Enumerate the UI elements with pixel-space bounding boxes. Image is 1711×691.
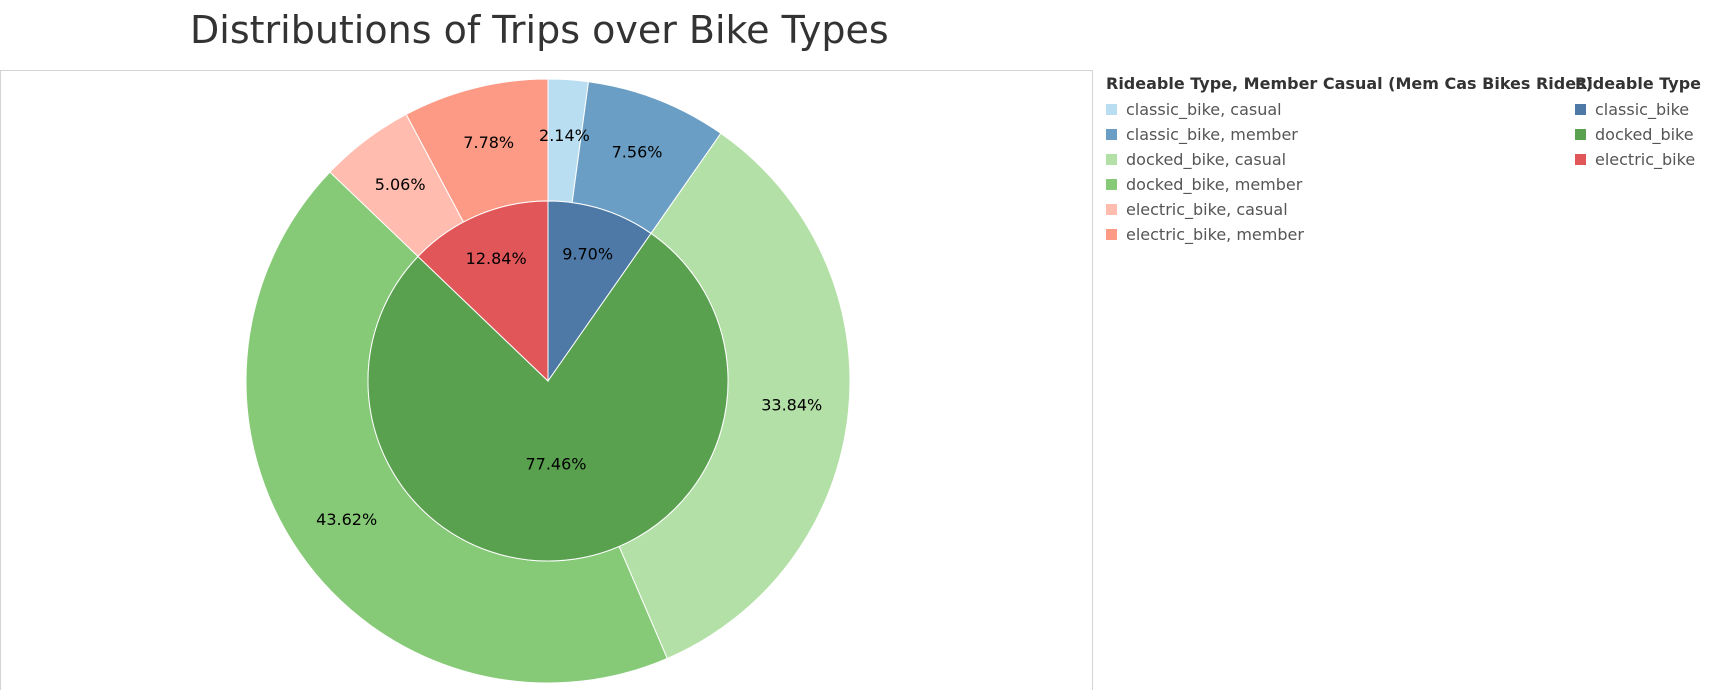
chart-title: Distributions of Trips over Bike Types [190,8,889,52]
outer-label-electric-bike-casual: 5.06% [375,175,426,194]
inner-slice-electric-bike[interactable] [417,200,549,383]
inner-label-electric-bike: 12.84% [466,249,527,268]
legend-swatch [1575,154,1586,165]
legend-title: Rideable Type, Member Casual (Mem Cas Bi… [1106,74,1593,93]
legend-label: docked_bike [1595,125,1694,144]
legend-swatch [1106,129,1117,140]
outer-label-classic-bike-member: 7.56% [612,142,663,161]
legend-item-docked-bike-casual[interactable]: docked_bike, casual [1106,147,1593,172]
chart-area: 2.14% 7.56% 33.84% 43.62% 5.06% 7.78% 9.70% 77.… [0,70,1093,690]
inner-pie [367,200,729,562]
slice-labels: 2.14% 7.56% 33.84% 43.62% 5.06% 7.78% 9.70% 77.… [316,126,822,529]
outer-label-docked-bike-casual: 33.84% [761,395,822,414]
inner-slice-classic-bike[interactable] [547,200,652,383]
legend-item-electric-bike[interactable]: electric_bike [1575,147,1701,172]
legend-item-classic-bike-casual[interactable]: classic_bike, casual [1106,97,1593,122]
outer-label-classic-bike-casual: 2.14% [539,126,590,145]
legend-label: electric_bike [1595,150,1696,169]
outer-label-docked-bike-member: 43.62% [316,510,377,529]
legend-item-electric-bike-member[interactable]: electric_bike, member [1106,222,1593,247]
outer-label-electric-bike-member: 7.78% [463,133,514,152]
donut-chart: 2.14% 7.56% 33.84% 43.62% 5.06% 7.78% 9.70% 77.… [245,78,851,684]
legend-swatch [1106,204,1117,215]
legend-item-classic-bike[interactable]: classic_bike [1575,97,1701,122]
legend-swatch [1106,154,1117,165]
legend-label: classic_bike, member [1126,125,1298,144]
legend-label: docked_bike, member [1126,175,1303,194]
legend-item-electric-bike-casual[interactable]: electric_bike, casual [1106,197,1593,222]
legend-rideable-member-casual: Rideable Type, Member Casual (Mem Cas Bi… [1106,74,1593,247]
legend-label: docked_bike, casual [1126,150,1287,169]
legend-label: classic_bike, casual [1126,100,1282,119]
legend-swatch [1106,229,1117,240]
inner-label-classic-bike: 9.70% [562,245,613,264]
legend-item-classic-bike-member[interactable]: classic_bike, member [1106,122,1593,147]
legend-label: classic_bike [1595,100,1690,119]
legend-swatch [1575,104,1586,115]
legend-swatch [1575,129,1586,140]
inner-slice-docked-bike[interactable] [367,232,729,562]
legend-swatch [1106,179,1117,190]
inner-label-docked-bike: 77.46% [525,455,586,474]
outer-ring [245,78,851,684]
legend-item-docked-bike-member[interactable]: docked_bike, member [1106,172,1593,197]
legend-label: electric_bike, member [1126,225,1304,244]
legend-title: Rideable Type [1575,74,1702,93]
legend-label: electric_bike, casual [1126,200,1288,219]
legend-swatch [1106,104,1117,115]
legend-item-docked-bike[interactable]: docked_bike [1575,122,1701,147]
